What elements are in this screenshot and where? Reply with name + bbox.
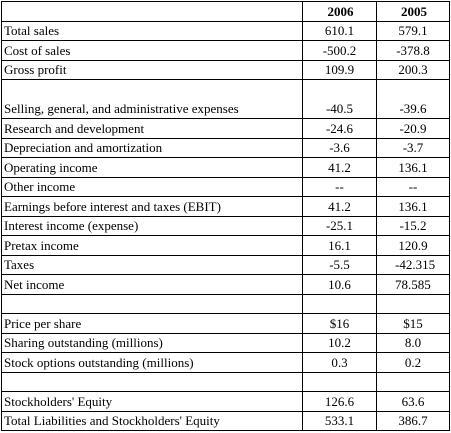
row-depreciation-amortization: Depreciation and amortization -3.6 -3.7 [1,137,450,158]
row-net-income: Net income 10.6 78.585 [1,274,450,295]
value-2005: -42.315 [376,254,450,275]
row-stockholders-equity: Stockholders' Equity 126.6 63.6 [1,391,450,412]
blank-row [1,371,450,392]
row-interest-income: Interest income (expense) -25.1 -15.2 [1,215,450,236]
header-2005: 2005 [376,1,450,22]
row-label: Interest income (expense) [1,215,303,236]
row-label [1,371,303,392]
row-label: Other income [1,176,303,197]
value-2006: -- [302,176,377,197]
blank-row [1,293,450,314]
value-2005: 200.3 [376,59,450,80]
value-2005: $15 [376,313,450,334]
row-ebit: Earnings before interest and taxes (EBIT… [1,196,450,217]
row-label: Total sales [1,20,303,41]
row-label: Price per share [1,313,303,334]
value-2005: 136.1 [376,157,450,178]
row-price-per-share: Price per share $16 $15 [1,313,450,334]
row-label: Earnings before interest and taxes (EBIT… [1,196,303,217]
row-label: Gross profit [1,59,303,80]
value-2006 [302,371,377,392]
value-2006: -3.6 [302,137,377,158]
value-2006: -25.1 [302,215,377,236]
row-total-liabilities-equity: Total Liabilities and Stockholders' Equi… [1,410,450,431]
row-label: Stockholders' Equity [1,391,303,412]
value-2005: -15.2 [376,215,450,236]
value-2005: -- [376,176,450,197]
value-2006: -500.2 [302,40,377,61]
row-label: Cost of sales [1,40,303,61]
value-2005: 78.585 [376,274,450,295]
row-other-income: Other income -- -- [1,176,450,197]
value-2006: 109.9 [302,59,377,80]
value-2005 [376,293,450,314]
value-2005: 386.7 [376,410,450,431]
value-2006: 16.1 [302,235,377,256]
row-total-sales: Total sales 610.1 579.1 [1,20,450,41]
row-label: Sharing outstanding (millions) [1,332,303,353]
value-2005: 136.1 [376,196,450,217]
row-gross-profit: Gross profit 109.9 200.3 [1,59,450,80]
row-label: Stock options outstanding (millions) [1,352,303,373]
row-label [1,293,303,314]
header-label [1,1,303,22]
value-2006: 533.1 [302,410,377,431]
row-label: Research and development [1,118,303,139]
row-pretax-income: Pretax income 16.1 120.9 [1,235,450,256]
row-stock-options: Stock options outstanding (millions) 0.3… [1,352,450,373]
row-taxes: Taxes -5.5 -42.315 [1,254,450,275]
value-2005: -20.9 [376,118,450,139]
value-2006: 10.2 [302,332,377,353]
value-2005: -39.6 [376,79,450,119]
header-2006: 2006 [302,1,377,22]
value-2006 [302,293,377,314]
value-2005: -378.8 [376,40,450,61]
row-research-development: Research and development -24.6 -20.9 [1,118,450,139]
value-2006: 10.6 [302,274,377,295]
row-label: Taxes [1,254,303,275]
value-2005: 0.2 [376,352,450,373]
row-cost-of-sales: Cost of sales -500.2 -378.8 [1,40,450,61]
header-row: 2006 2005 [1,1,450,22]
value-2006: -5.5 [302,254,377,275]
value-2006: 41.2 [302,196,377,217]
row-label: Pretax income [1,235,303,256]
value-2006: 126.6 [302,391,377,412]
row-shares-outstanding: Sharing outstanding (millions) 10.2 8.0 [1,332,450,353]
value-2005: 63.6 [376,391,450,412]
row-operating-income: Operating income 41.2 136.1 [1,157,450,178]
value-2006: -40.5 [302,79,377,119]
value-2005 [376,371,450,392]
row-sga-expenses: Selling, general, and administrative exp… [1,79,450,119]
row-label: Net income [1,274,303,295]
value-2006: -24.6 [302,118,377,139]
value-2005: 8.0 [376,332,450,353]
value-2005: 120.9 [376,235,450,256]
row-label: Total Liabilities and Stockholders' Equi… [1,410,303,431]
row-label: Operating income [1,157,303,178]
value-2005: 579.1 [376,20,450,41]
value-2006: 0.3 [302,352,377,373]
value-2006: 610.1 [302,20,377,41]
value-2006: $16 [302,313,377,334]
row-label: Selling, general, and administrative exp… [1,79,303,119]
value-2005: -3.7 [376,137,450,158]
value-2006: 41.2 [302,157,377,178]
row-label: Depreciation and amortization [1,137,303,158]
